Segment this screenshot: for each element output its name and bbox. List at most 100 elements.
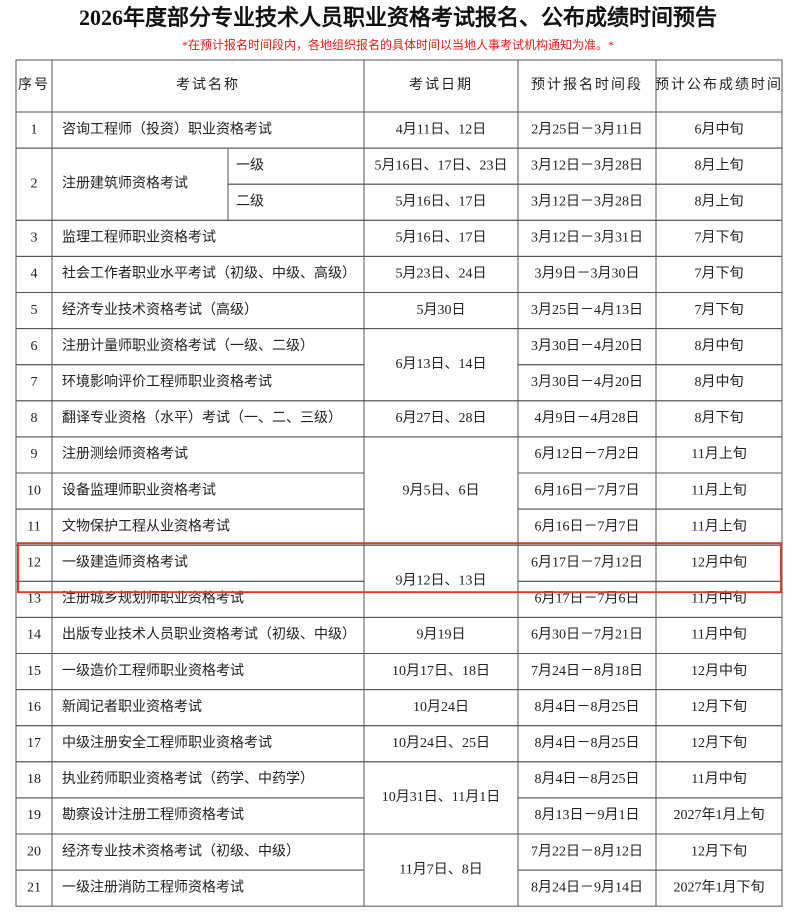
table-cell	[363, 833, 519, 907]
exam-date: 11月7日、8日	[399, 861, 482, 877]
row-number: 19	[27, 808, 41, 823]
result-time: 11月上旬	[691, 518, 746, 534]
exam-name: 一级造价工程师职业资格考试	[62, 663, 244, 679]
result-time: 8月上旬	[695, 157, 744, 173]
result-time: 8月上旬	[695, 193, 744, 209]
exam-date: 9月5日、6日	[403, 482, 480, 498]
signup-period: 3月25日－4月13日	[531, 302, 643, 318]
result-time: 12月中旬	[691, 554, 747, 570]
column-header: 预计报名时间段	[531, 77, 643, 93]
signup-period: 8月4日－8月25日	[535, 735, 640, 751]
exam-name: 注册测绘师资格考试	[62, 446, 188, 462]
subtitle: *在预计报名时间段内，各地组织报名的具体时间以当地人事考试机构通知为准。*	[182, 37, 614, 52]
signup-period: 6月17日－7月12日	[531, 554, 643, 570]
result-time: 6月中旬	[695, 121, 744, 137]
row-number: 2	[31, 176, 38, 191]
exam-name: 一级建造师资格考试	[62, 554, 188, 570]
row-number: 20	[27, 844, 41, 859]
exam-name: 咨询工程师（投资）职业资格考试	[62, 121, 272, 137]
highlight-box	[17, 542, 782, 594]
signup-period: 8月4日－8月25日	[535, 771, 640, 787]
result-time: 12月中旬	[691, 663, 747, 679]
exam-date: 5月16日、17日	[396, 230, 487, 246]
signup-period: 8月4日－8月25日	[535, 699, 640, 715]
result-time: 11月中旬	[691, 591, 746, 607]
exam-name: 翻译专业资格（水平）考试（一、二、三级）	[62, 410, 342, 426]
row-number: 5	[31, 303, 38, 318]
column-header: 序号	[18, 77, 50, 93]
result-time: 12月下旬	[691, 699, 747, 715]
exam-date: 10月31日、11月1日	[382, 789, 500, 805]
level: 二级	[236, 193, 264, 209]
exam-date: 9月19日	[417, 627, 466, 643]
row-number: 15	[27, 664, 41, 679]
exam-name: 注册城乡规划师职业资格考试	[62, 591, 244, 607]
row-number: 21	[27, 880, 41, 895]
title: 2026年度部分专业技术人员职业资格考试报名、公布成绩时间预告	[79, 5, 717, 30]
result-time: 11月中旬	[691, 627, 746, 643]
signup-period: 3月12日－3月31日	[531, 230, 643, 246]
exam-name: 设备监理师职业资格考试	[62, 481, 216, 498]
exam-name: 注册建筑师资格考试	[62, 175, 188, 191]
exam-name: 监理工程师职业资格考试	[62, 230, 216, 246]
exam-name: 执业药师职业资格考试（药学、中药学）	[62, 771, 314, 787]
exam-date: 9月12日、13日	[396, 573, 487, 589]
result-time: 11月上旬	[691, 482, 746, 498]
row-number: 17	[27, 736, 41, 751]
row-number: 1	[31, 122, 38, 137]
row-number: 18	[27, 772, 41, 787]
exam-date: 5月16日、17日	[396, 193, 487, 209]
exam-name: 出版专业技术人员职业资格考试（初级、中级）	[62, 626, 356, 643]
signup-period: 7月24日－8月18日	[531, 663, 643, 679]
row-number: 16	[27, 700, 41, 715]
result-time: 7月下旬	[695, 302, 744, 318]
exam-date: 6月27日、28日	[396, 410, 487, 426]
row-number: 10	[27, 483, 41, 498]
signup-period: 3月12日－3月28日	[531, 157, 643, 173]
row-number: 14	[27, 628, 41, 643]
row-number: 9	[31, 447, 38, 462]
exam-date: 5月23日、24日	[396, 266, 487, 282]
level: 一级	[236, 157, 264, 173]
result-time: 12月下旬	[691, 843, 747, 859]
column-header: 预计公布成绩时间	[655, 77, 783, 93]
result-time: 8月下旬	[695, 410, 744, 426]
result-time: 2027年1月上旬	[674, 807, 765, 823]
result-time: 7月下旬	[695, 230, 744, 246]
exam-name: 新闻记者职业资格考试	[62, 699, 202, 715]
signup-period: 3月30日－4月20日	[531, 338, 643, 354]
row-number: 13	[27, 592, 41, 607]
signup-period: 6月16日－7月7日	[535, 482, 640, 498]
signup-period: 3月12日－3月28日	[531, 193, 643, 209]
exam-name: 勘察设计注册工程师资格考试	[62, 806, 244, 823]
result-time: 2027年1月下旬	[674, 879, 765, 895]
signup-period: 7月22日－8月12日	[531, 843, 643, 859]
result-time: 8月中旬	[695, 338, 744, 354]
exam-date: 10月24日	[413, 699, 469, 715]
row-number: 4	[31, 267, 38, 282]
row-number: 3	[31, 231, 38, 246]
signup-period: 2月25日－3月11日	[531, 121, 642, 137]
signup-period: 4月9日－4月28日	[535, 410, 640, 426]
signup-period: 8月24日－9月14日	[531, 879, 643, 895]
exam-name: 环境影响评价工程师职业资格考试	[62, 374, 272, 390]
signup-period: 3月30日－4月20日	[531, 374, 643, 390]
result-time: 7月下旬	[695, 266, 744, 282]
exam-name: 文物保护工程从业资格考试	[62, 518, 230, 534]
signup-period: 3月9日－3月30日	[535, 266, 640, 282]
exam-date: 10月17日、18日	[392, 663, 490, 679]
exam-name: 社会工作者职业水平考试（初级、中级、高级）	[62, 265, 356, 282]
signup-period: 6月30日－7月21日	[531, 627, 643, 643]
row-number: 12	[27, 555, 41, 570]
signup-period: 6月12日－7月2日	[535, 446, 640, 462]
exam-date: 10月24日、25日	[392, 735, 490, 751]
exam-name: 经济专业技术资格考试（高级）	[62, 301, 258, 318]
signup-period: 6月17日－7月6日	[535, 591, 640, 607]
exam-date: 5月30日	[417, 302, 466, 318]
exam-date: 4月11日、12日	[396, 121, 486, 137]
row-number: 8	[31, 411, 38, 426]
column-header: 考试名称	[176, 77, 240, 93]
result-time: 12月下旬	[691, 735, 747, 751]
exam-date: 6月13日、14日	[396, 356, 487, 372]
